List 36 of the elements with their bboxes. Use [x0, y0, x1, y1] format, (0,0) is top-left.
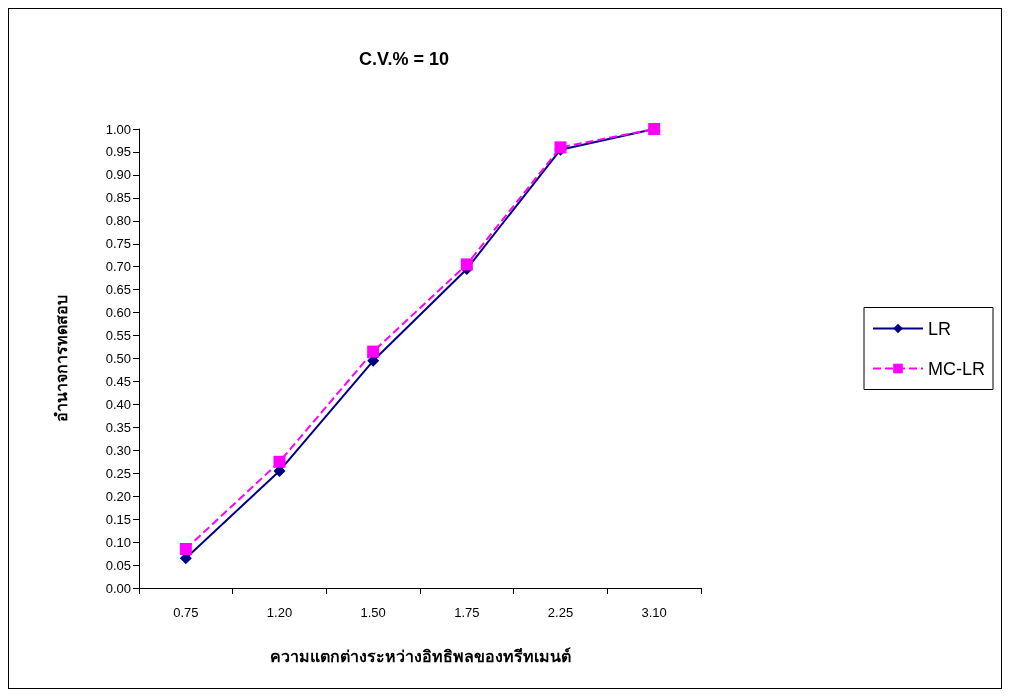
y-axis-title: อำนาจการทดสอบ: [52, 295, 70, 422]
y-tick-label: 0.30: [105, 442, 131, 458]
y-tick-label: 0.65: [105, 282, 131, 298]
y-tick-label: 0.25: [105, 465, 131, 481]
y-tick-label: 0.00: [105, 580, 131, 596]
point: [179, 542, 192, 555]
y-tick-label: 0.50: [105, 351, 131, 366]
y-tick-label: 0.95: [105, 144, 131, 160]
y-tick-label: 0.75: [105, 236, 131, 252]
x-tick-label: 3.10: [641, 605, 667, 620]
point: [273, 455, 286, 468]
x-axis-title: ความแตกต่างระหว่างอิทธิพลของทรีทเมนต์: [269, 646, 571, 665]
y-tick-label: 1.00: [105, 121, 131, 137]
legend-label: LR: [928, 318, 952, 339]
y-tick-label: 0.15: [105, 511, 131, 527]
y-tick-label: 0.55: [105, 328, 131, 344]
x-tick-label: 2.25: [547, 605, 574, 620]
x-tick-label: 1.50: [360, 605, 386, 620]
y-tick-label: 0.90: [105, 167, 131, 183]
y-tick-label: 0.45: [105, 373, 131, 389]
y-tick-label: 0.85: [105, 190, 131, 206]
y-tick-label: 0.10: [105, 534, 131, 550]
y-tick-label: 0.05: [105, 557, 131, 573]
y-tick-label: 0.70: [105, 259, 131, 275]
y-tick-label: 0.60: [105, 305, 131, 321]
y-tick-label: 0.20: [105, 488, 131, 504]
legend-label: MC-LR: [928, 358, 985, 379]
y-tick-label: 0.35: [105, 419, 131, 435]
point: [367, 345, 380, 358]
point: [460, 258, 473, 271]
x-tick-label: 1.20: [266, 605, 293, 620]
x-tick-label: 0.75: [173, 605, 199, 620]
chart-title: C.V.% = 10: [359, 49, 449, 69]
y-tick-label: 0.80: [105, 213, 131, 229]
y-tick-label: 0.40: [105, 396, 131, 412]
x-tick-label: 1.75: [454, 605, 480, 620]
